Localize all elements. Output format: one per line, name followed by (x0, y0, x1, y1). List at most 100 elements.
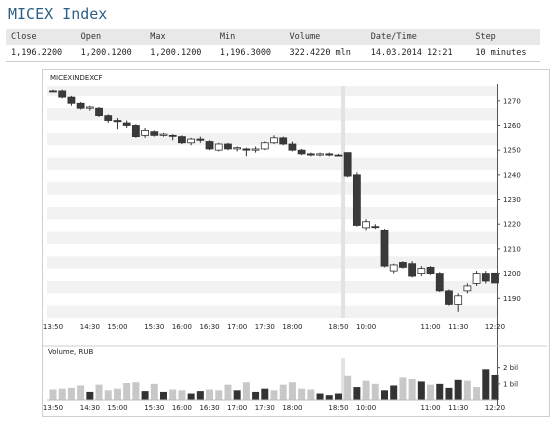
volume-bar (252, 391, 260, 400)
y-tick-label: 1220 (503, 221, 521, 229)
volume-bar (242, 382, 250, 400)
x-tick-label: 18:00 (282, 404, 302, 412)
candle-body (150, 131, 159, 136)
y-tick-label: 1230 (503, 196, 521, 204)
volume-bar (233, 390, 241, 400)
candle (214, 142, 223, 152)
candle-body (352, 174, 361, 226)
x-tick-label: 10:00 (356, 323, 376, 331)
x-tick-label: 16:30 (199, 323, 219, 331)
volume-bar (187, 393, 195, 400)
grid-band (47, 231, 497, 244)
volume-bar (491, 374, 499, 400)
x-tick-label: 11:30 (448, 323, 468, 331)
candle (288, 141, 297, 152)
grid-band (47, 206, 497, 220)
candle (251, 146, 260, 153)
x-tick-label: 15:30 (144, 323, 164, 331)
x-tick-label: 10:00 (356, 404, 376, 412)
volume-bar (362, 380, 370, 400)
volume-bar (224, 384, 232, 400)
volume-bar (160, 391, 167, 400)
candle-body (104, 115, 113, 121)
grid-band (47, 86, 497, 96)
candle (435, 272, 444, 293)
y-tick-label: 1240 (503, 171, 521, 179)
column-header: Max (145, 29, 215, 45)
candle (141, 127, 149, 138)
candle (279, 136, 288, 146)
x-tick-label: 17:00 (227, 323, 247, 331)
candle (352, 172, 361, 227)
candle (131, 124, 140, 138)
volume-bar (261, 388, 269, 400)
quote-summary-header-row: Close Open Max Min Volume Date/Time Step (6, 29, 540, 45)
volume-bar (132, 382, 140, 400)
x-tick-label: 11:00 (420, 323, 440, 331)
candle (113, 118, 122, 130)
candle-body (325, 153, 334, 156)
candle-body (445, 290, 453, 305)
volume-bar (454, 379, 462, 400)
candle-body (187, 138, 196, 144)
candle (399, 261, 407, 269)
quote-summary-table: Close Open Max Min Volume Date/Time Step… (6, 29, 540, 62)
candle-body (159, 133, 168, 136)
y-tick-label: 1210 (503, 245, 521, 253)
y-tick-label: 1270 (503, 97, 521, 105)
candle-body (260, 142, 269, 150)
candle-body (122, 122, 131, 126)
x-tick-label: 16:00 (172, 404, 192, 412)
close-value: 1,196.2200 (6, 45, 76, 62)
candle-body (279, 137, 288, 145)
x-tick-label: 14:30 (80, 323, 100, 331)
candle (491, 272, 499, 284)
volume-bar (77, 385, 85, 400)
volume-bar (270, 390, 278, 400)
x-tick-label: 14:30 (80, 404, 100, 412)
candle (426, 266, 435, 275)
candle (371, 224, 380, 230)
x-tick-label: 16:30 (199, 404, 219, 412)
candle-body (491, 272, 499, 284)
candle (196, 136, 205, 143)
x-tick-label: 13:50 (43, 323, 63, 331)
x-tick-label: 15:30 (144, 404, 164, 412)
volume-value: 322.4220 mln (284, 45, 366, 62)
candle (224, 142, 232, 151)
page-title: MICEX Index (8, 5, 108, 23)
candle (334, 153, 343, 157)
column-header: Volume (284, 29, 366, 45)
volume-bar (473, 387, 481, 400)
candle (463, 283, 472, 294)
volume-bar (463, 380, 471, 400)
volume-bar (307, 389, 315, 400)
candle-body (472, 273, 481, 284)
datetime-value: 14.03.2014 12:21 (365, 45, 471, 62)
volume-bar (86, 391, 94, 400)
candle-body (399, 262, 407, 268)
volume-bar (482, 369, 490, 400)
column-header: Date/Time (365, 29, 471, 45)
candle-body (380, 229, 389, 267)
volume-bar (104, 390, 112, 400)
candle (380, 229, 389, 268)
candle-body (141, 130, 149, 136)
column-header: Close (6, 29, 76, 45)
volume-bar (279, 384, 287, 400)
volume-bar (123, 383, 131, 400)
grid-band (47, 305, 497, 318)
volume-bar (58, 388, 66, 400)
candle (49, 89, 57, 93)
candle-body (95, 107, 103, 117)
candle (408, 261, 417, 278)
candle (233, 146, 242, 152)
volume-bar (344, 375, 352, 400)
candle-body (316, 153, 324, 156)
volume-bar (298, 388, 306, 400)
candle-body (426, 267, 435, 274)
candle (260, 141, 269, 151)
candle-body (233, 147, 242, 150)
candle-body (168, 134, 177, 137)
candle (242, 147, 251, 157)
